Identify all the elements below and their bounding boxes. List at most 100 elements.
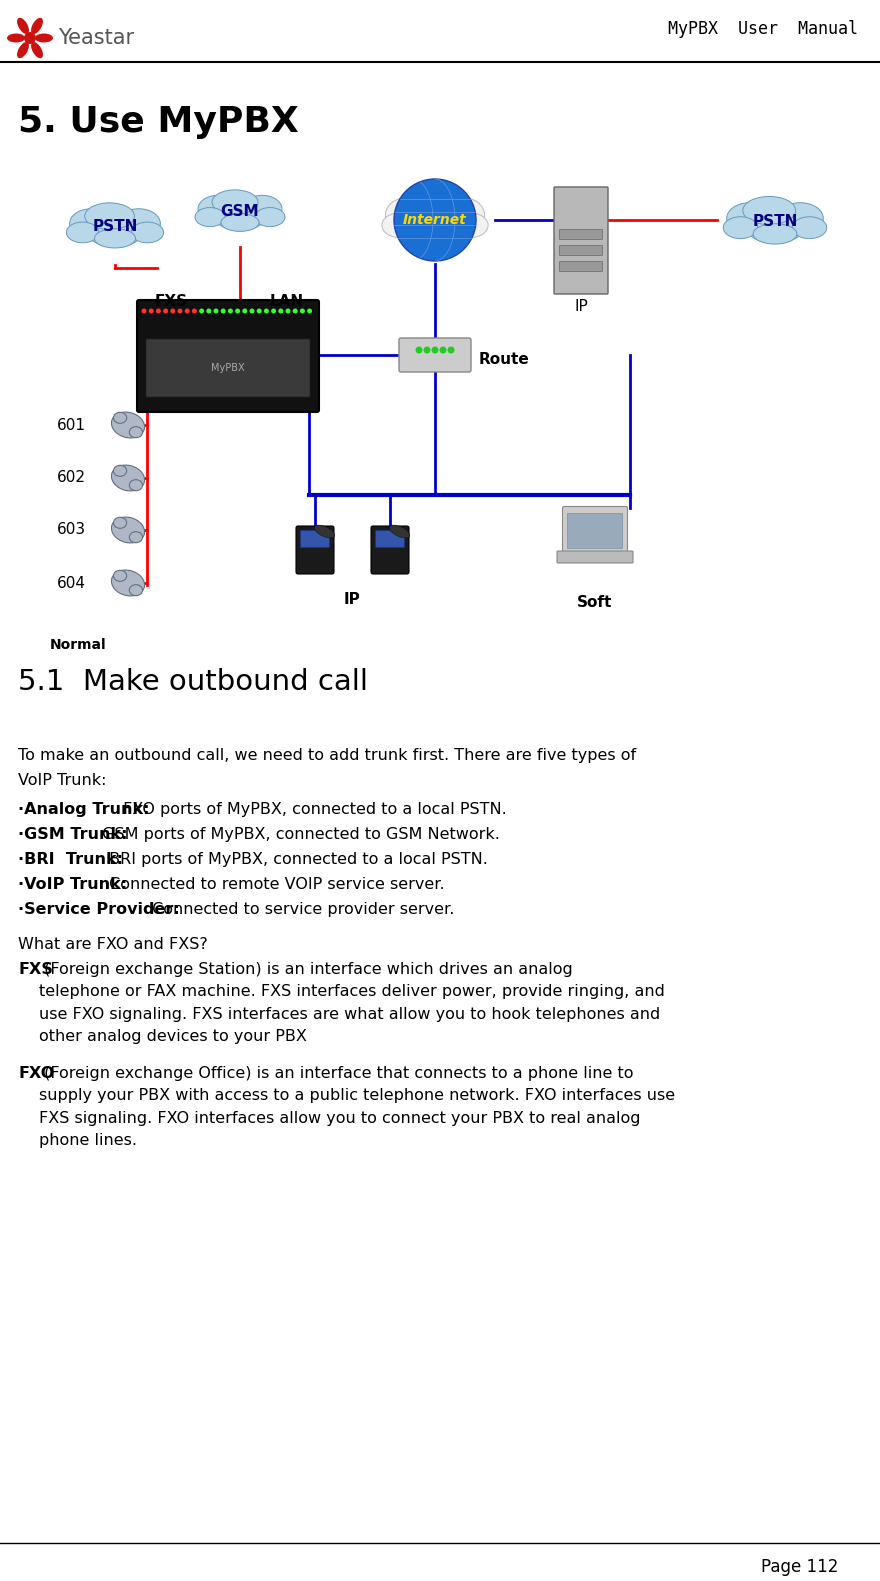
FancyBboxPatch shape	[146, 338, 310, 397]
Text: Connected to service provider server.: Connected to service provider server.	[147, 903, 454, 917]
Ellipse shape	[198, 196, 238, 223]
Ellipse shape	[114, 465, 127, 476]
Ellipse shape	[437, 198, 485, 232]
Circle shape	[423, 346, 430, 354]
Ellipse shape	[723, 217, 758, 239]
Text: Connected to remote VOIP service server.: Connected to remote VOIP service server.	[104, 877, 444, 892]
Ellipse shape	[112, 571, 144, 596]
Circle shape	[300, 308, 304, 313]
Ellipse shape	[777, 202, 824, 234]
Ellipse shape	[7, 33, 25, 43]
FancyBboxPatch shape	[568, 514, 622, 549]
Text: FXS: FXS	[154, 294, 187, 308]
Text: LAN: LAN	[270, 294, 304, 308]
Ellipse shape	[744, 202, 807, 243]
Text: ·VoIP Trunk:: ·VoIP Trunk:	[18, 877, 127, 892]
Circle shape	[228, 308, 233, 313]
Ellipse shape	[66, 221, 99, 243]
Text: PSTN: PSTN	[752, 213, 797, 229]
Ellipse shape	[31, 17, 43, 33]
Ellipse shape	[389, 525, 410, 538]
Circle shape	[24, 32, 36, 44]
Ellipse shape	[84, 202, 135, 229]
Ellipse shape	[117, 209, 160, 239]
Ellipse shape	[753, 225, 797, 243]
FancyBboxPatch shape	[376, 531, 405, 547]
FancyBboxPatch shape	[560, 245, 603, 256]
Text: Route: Route	[479, 351, 530, 367]
Circle shape	[142, 308, 146, 313]
Circle shape	[431, 346, 438, 354]
Ellipse shape	[212, 190, 258, 215]
Circle shape	[448, 346, 454, 354]
FancyBboxPatch shape	[557, 552, 633, 563]
FancyBboxPatch shape	[300, 531, 329, 547]
Circle shape	[235, 308, 240, 313]
Ellipse shape	[114, 571, 127, 582]
FancyBboxPatch shape	[371, 526, 409, 574]
Circle shape	[439, 346, 446, 354]
Circle shape	[271, 308, 276, 313]
Ellipse shape	[17, 43, 29, 58]
Circle shape	[149, 308, 154, 313]
FancyBboxPatch shape	[560, 229, 603, 239]
Ellipse shape	[221, 213, 259, 231]
Ellipse shape	[452, 213, 488, 237]
Ellipse shape	[85, 209, 144, 247]
Text: FXS: FXS	[18, 961, 53, 977]
Ellipse shape	[129, 531, 143, 542]
Ellipse shape	[94, 229, 136, 248]
Circle shape	[199, 308, 204, 313]
FancyBboxPatch shape	[560, 261, 603, 272]
Circle shape	[156, 308, 161, 313]
Circle shape	[163, 308, 168, 313]
Text: PSTN: PSTN	[92, 220, 137, 234]
Circle shape	[257, 308, 261, 313]
Circle shape	[278, 308, 283, 313]
Ellipse shape	[112, 465, 144, 492]
Ellipse shape	[385, 198, 433, 232]
Ellipse shape	[727, 202, 773, 234]
Text: GSM ports of MyPBX, connected to GSM Network.: GSM ports of MyPBX, connected to GSM Net…	[97, 827, 500, 843]
Text: To make an outbound call, we need to add trunk first. There are five types of: To make an outbound call, we need to add…	[18, 748, 636, 764]
Text: GSM: GSM	[221, 204, 260, 220]
Text: What are FXO and FXS?: What are FXO and FXS?	[18, 938, 208, 952]
Circle shape	[415, 346, 422, 354]
Text: VoIP Trunk:: VoIP Trunk:	[18, 773, 106, 787]
Circle shape	[285, 308, 290, 313]
Text: ·BRI  Trunk:: ·BRI Trunk:	[18, 852, 123, 866]
Ellipse shape	[743, 196, 796, 225]
FancyBboxPatch shape	[562, 506, 627, 553]
Text: MyPBX: MyPBX	[211, 364, 245, 373]
Text: MyPBX  User  Manual: MyPBX User Manual	[668, 21, 858, 38]
Ellipse shape	[314, 525, 334, 538]
Text: Internet: Internet	[403, 213, 467, 228]
Text: 601: 601	[57, 417, 86, 433]
Circle shape	[394, 179, 476, 261]
Text: Soft: Soft	[577, 594, 612, 610]
Ellipse shape	[114, 517, 127, 528]
Ellipse shape	[129, 427, 143, 438]
Circle shape	[171, 308, 175, 313]
Text: Page 112: Page 112	[760, 1557, 838, 1576]
Text: Yeastar: Yeastar	[58, 28, 134, 47]
Text: ·GSM Trunk:: ·GSM Trunk:	[18, 827, 128, 843]
Circle shape	[264, 308, 269, 313]
Text: 603: 603	[57, 522, 86, 538]
Text: 602: 602	[57, 471, 86, 485]
Text: Normal: Normal	[50, 639, 106, 651]
Ellipse shape	[413, 221, 458, 243]
Ellipse shape	[242, 196, 282, 223]
Text: IP: IP	[574, 299, 588, 315]
Ellipse shape	[129, 585, 143, 596]
Text: FXO ports of MyPBX, connected to a local PSTN.: FXO ports of MyPBX, connected to a local…	[118, 802, 507, 817]
Circle shape	[307, 308, 312, 313]
FancyBboxPatch shape	[554, 187, 608, 294]
Text: 5. Use MyPBX: 5. Use MyPBX	[18, 104, 298, 139]
Text: FXO: FXO	[18, 1066, 55, 1081]
Text: BRI ports of MyPBX, connected to a local PSTN.: BRI ports of MyPBX, connected to a local…	[104, 852, 488, 866]
Ellipse shape	[17, 17, 29, 33]
Circle shape	[178, 308, 182, 313]
Ellipse shape	[382, 213, 417, 237]
Ellipse shape	[35, 33, 53, 43]
